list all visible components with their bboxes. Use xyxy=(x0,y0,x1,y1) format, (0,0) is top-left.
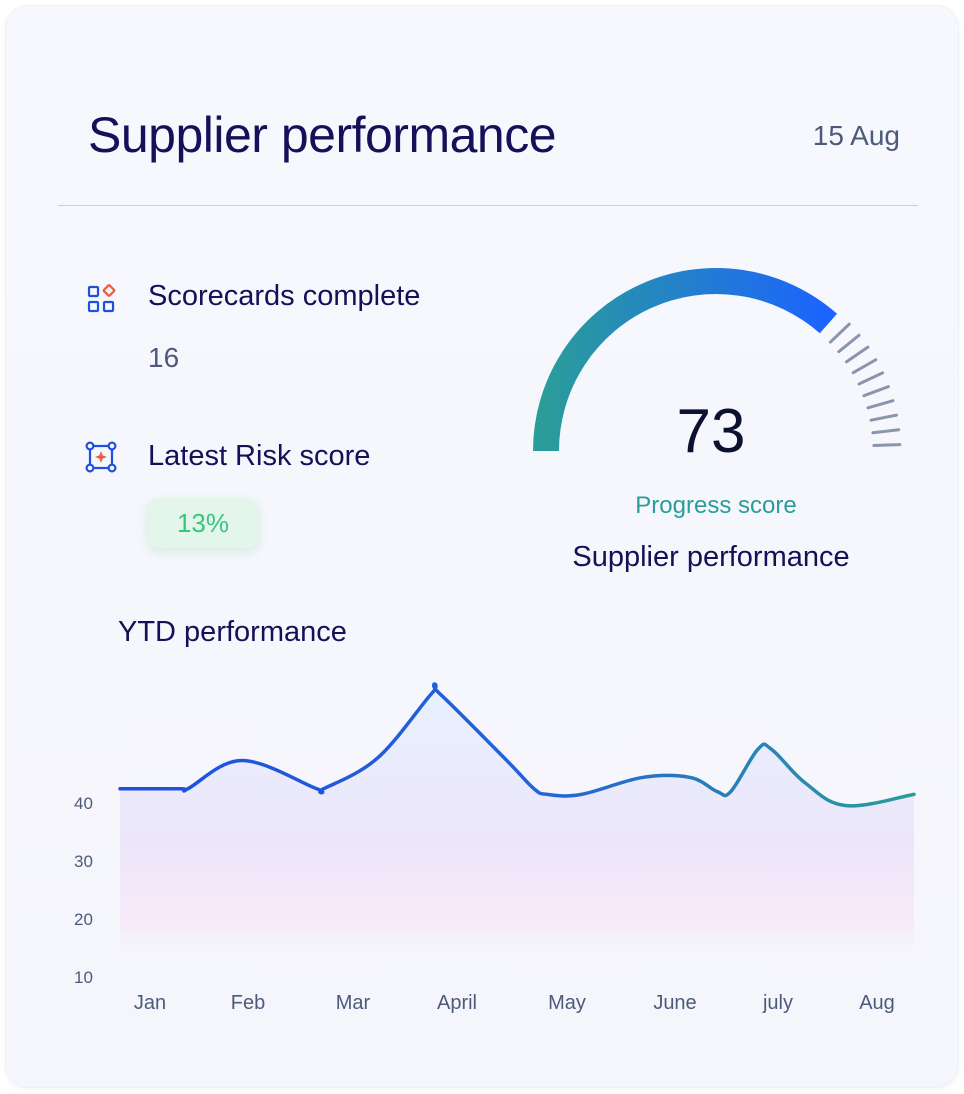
gauge-value: 73 xyxy=(676,397,746,466)
ytd-series-line xyxy=(118,682,916,808)
chart-title: YTD performance xyxy=(118,616,347,648)
gauge-tick xyxy=(844,345,870,364)
bounding-box-icon xyxy=(85,441,117,473)
gauge-tick xyxy=(872,443,902,447)
gauge-tick xyxy=(866,399,895,410)
date-label: 15 Aug xyxy=(812,120,900,151)
x-tick-label: Jan xyxy=(134,992,166,1014)
gauge-subtitle: Supplier performance xyxy=(572,541,850,573)
gauge-label: Progress score xyxy=(635,492,797,519)
gauge-tick xyxy=(871,428,901,435)
supplier-performance-card: Supplier performance 15 Aug Scorecards c… xyxy=(6,6,958,1087)
x-tick-label: Feb xyxy=(231,992,265,1014)
ytd-area-chart: 40 30 20 10 Jan Feb Mar April May June july Aug xyxy=(74,682,916,1014)
gauge-tick xyxy=(869,413,898,422)
y-tick-label: 20 xyxy=(74,910,93,929)
x-tick-label: Aug xyxy=(859,992,895,1014)
header-divider xyxy=(58,205,918,206)
risk-score-label: Latest Risk score xyxy=(148,440,371,472)
gauge-tick xyxy=(862,385,890,398)
gauge-tick xyxy=(857,371,885,386)
scorecards-value: 16 xyxy=(148,342,180,373)
x-tick-label: May xyxy=(548,992,586,1014)
gauge-progress-arc xyxy=(533,268,838,452)
progress-gauge xyxy=(533,268,902,452)
scorecards-label: Scorecards complete xyxy=(148,280,421,312)
widgets-icon xyxy=(87,284,116,313)
x-tick-label: April xyxy=(437,992,477,1014)
gauge-tick xyxy=(837,333,861,354)
x-tick-label: july xyxy=(762,992,793,1014)
gauge-tick xyxy=(851,358,878,375)
x-tick-label: June xyxy=(653,992,696,1014)
page-title: Supplier performance xyxy=(88,107,557,163)
x-tick-label: Mar xyxy=(336,992,371,1014)
y-tick-label: 10 xyxy=(74,968,93,987)
risk-score-value: 13% xyxy=(176,507,230,538)
y-tick-label: 40 xyxy=(74,794,93,813)
ytd-area-fill xyxy=(120,683,914,966)
y-tick-label: 30 xyxy=(74,852,93,871)
risk-score-badge: 13% xyxy=(148,498,258,548)
gauge-tick xyxy=(828,322,851,344)
